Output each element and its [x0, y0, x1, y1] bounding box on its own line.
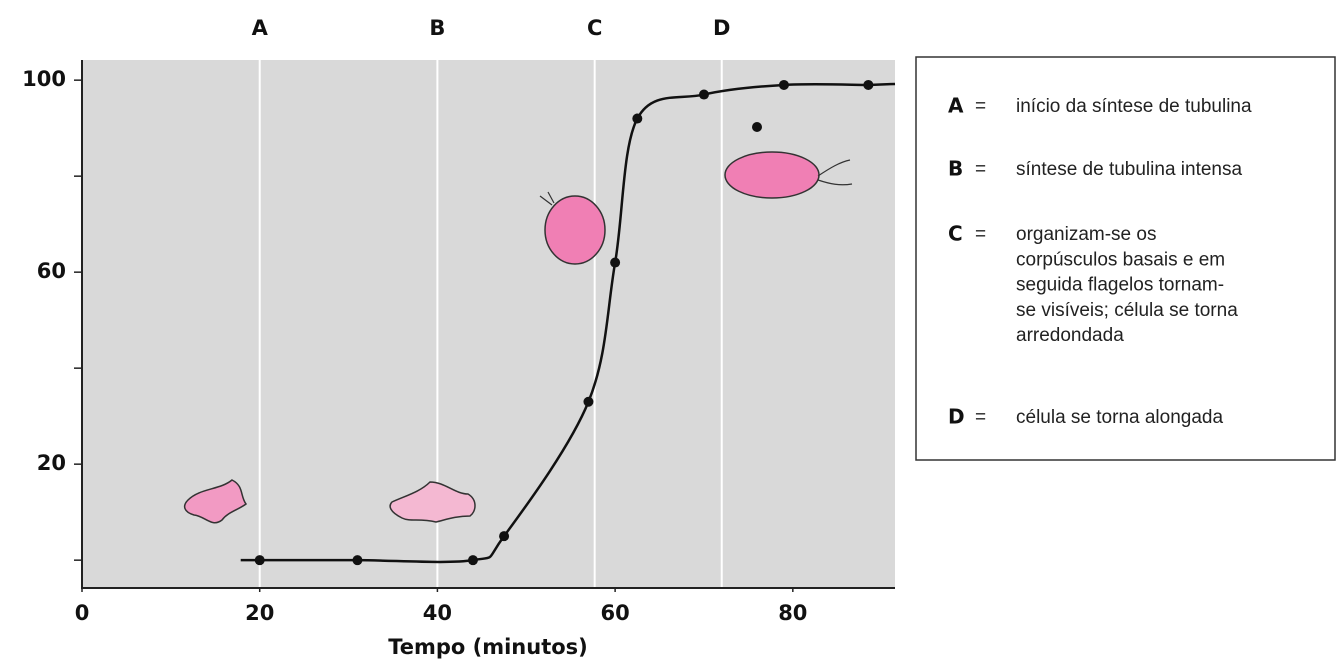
legend-text: síntese de tubulina intensa	[1016, 159, 1242, 180]
cell-drawing	[183, 479, 248, 524]
legend-sep: =	[975, 159, 986, 180]
legend-text: seguida flagelos tornam-	[1016, 275, 1224, 296]
legend-text: organizam-se os	[1016, 224, 1156, 245]
data-point	[254, 555, 265, 566]
data-point	[632, 113, 643, 124]
curve	[259, 83, 869, 564]
legend-sep: =	[975, 224, 986, 245]
stage-label: D	[713, 16, 730, 40]
legend-text: arredondada	[1016, 325, 1124, 346]
x-axis-title: Tempo (minutos)	[388, 635, 588, 659]
legend-key: B	[948, 157, 963, 181]
y-tick-label: 20	[37, 451, 66, 475]
legend-key: A	[948, 94, 964, 118]
legend-text: corpúsculos basais e em	[1016, 249, 1225, 270]
legend-sep: =	[975, 407, 986, 428]
data-point	[778, 79, 789, 90]
stage-label: C	[587, 16, 602, 40]
x-tick-label: 0	[75, 601, 90, 625]
legend-text: se visíveis; célula se torna	[1016, 300, 1238, 321]
data-point	[352, 555, 363, 566]
data-point	[863, 79, 874, 90]
legend-sep: =	[975, 96, 986, 117]
legend-text: início da síntese de tubulina	[1016, 96, 1252, 117]
cell-detail	[752, 122, 762, 132]
data-point	[583, 396, 594, 407]
data-point	[698, 89, 709, 100]
data-point	[499, 531, 510, 542]
data-point	[467, 555, 478, 566]
y-tick-label: 100	[22, 67, 66, 91]
stage-label: B	[429, 16, 445, 40]
x-tick-label: 80	[778, 601, 807, 625]
cell-drawing	[544, 195, 606, 265]
legend-box	[915, 56, 1336, 461]
data-point	[610, 257, 621, 268]
legend-key: C	[948, 222, 963, 246]
cell-drawing	[724, 151, 820, 199]
x-tick-label: 40	[423, 601, 452, 625]
y-tick-label: 60	[37, 259, 66, 283]
x-tick-label: 60	[600, 601, 629, 625]
cell-drawing	[389, 481, 476, 523]
flagella	[817, 159, 853, 186]
legend-text: célula se torna alongada	[1016, 407, 1223, 428]
x-tick-label: 20	[245, 601, 274, 625]
stage-label: A	[252, 16, 269, 40]
legend-key: D	[948, 405, 965, 429]
flagella	[539, 191, 555, 206]
